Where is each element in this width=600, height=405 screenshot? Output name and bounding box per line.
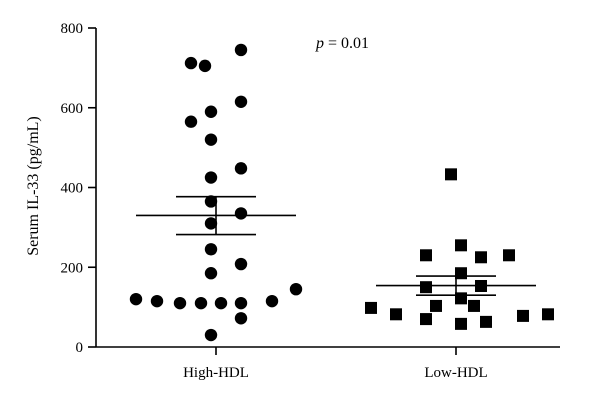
data-point-circle bbox=[234, 95, 248, 108]
data-point-square bbox=[420, 249, 432, 262]
data-point-circle bbox=[204, 328, 218, 342]
data-point-square bbox=[475, 279, 487, 292]
data-point-square bbox=[430, 299, 442, 312]
x-tick-label: High-HDL bbox=[183, 365, 249, 381]
y-tick-labels: 0 200 400 600 800 bbox=[61, 21, 84, 356]
y-tick-label: 400 bbox=[61, 181, 84, 197]
data-point-square bbox=[420, 313, 432, 326]
data-point-circle bbox=[234, 257, 248, 271]
data-point-square bbox=[455, 239, 467, 252]
p-value-text: = 0.01 bbox=[324, 35, 369, 52]
data-point-square bbox=[455, 267, 467, 280]
y-tick-label: 800 bbox=[61, 21, 84, 37]
p-value-annotation: p = 0.01 bbox=[315, 35, 369, 52]
data-point-circle bbox=[234, 296, 248, 310]
data-point-circle bbox=[173, 296, 187, 310]
data-point-circle bbox=[204, 243, 218, 256]
data-point-circle bbox=[204, 195, 218, 208]
data-point-circle bbox=[198, 59, 212, 73]
data-point-circle bbox=[184, 56, 198, 70]
x-tick-label: Low-HDL bbox=[424, 365, 487, 381]
data-point-circle bbox=[204, 217, 218, 230]
data-point-square bbox=[455, 317, 467, 330]
data-point-circle bbox=[150, 294, 164, 308]
data-point-circle bbox=[234, 207, 248, 220]
y-tick-label: 600 bbox=[61, 101, 84, 117]
data-point-circle bbox=[194, 296, 208, 310]
mean-sem-bars bbox=[136, 195, 536, 296]
data-point-square bbox=[468, 299, 480, 312]
x-tick-labels: High-HDL Low-HDL bbox=[183, 365, 488, 381]
data-point-square bbox=[503, 249, 515, 262]
data-point-circle bbox=[265, 294, 279, 308]
data-point-square bbox=[542, 308, 554, 321]
data-point-square bbox=[517, 309, 529, 322]
data-point-square bbox=[445, 168, 457, 181]
data-point-circle bbox=[214, 296, 228, 310]
y-tick-label: 0 bbox=[76, 340, 84, 356]
y-tick-label: 200 bbox=[61, 260, 84, 276]
data-point-circle bbox=[129, 292, 143, 306]
data-point-circle bbox=[204, 267, 218, 280]
axes bbox=[88, 27, 560, 355]
data-point-circle bbox=[234, 312, 248, 325]
data-points bbox=[129, 43, 554, 342]
data-point-square bbox=[480, 315, 492, 328]
data-point-circle bbox=[204, 171, 218, 184]
data-point-square bbox=[420, 281, 432, 294]
data-point-circle bbox=[204, 133, 218, 146]
data-point-circle bbox=[234, 162, 248, 175]
data-point-square bbox=[455, 292, 467, 305]
p-value-symbol: p bbox=[315, 35, 324, 52]
data-point-square bbox=[475, 251, 487, 264]
data-point-circle bbox=[204, 105, 218, 118]
data-point-circle bbox=[234, 43, 248, 57]
data-point-circle bbox=[184, 115, 198, 128]
data-point-square bbox=[365, 301, 377, 314]
y-axis-title: Serum IL-33 (pg/mL) bbox=[25, 116, 42, 256]
data-point-circle bbox=[289, 282, 303, 296]
data-point-square bbox=[390, 308, 402, 321]
